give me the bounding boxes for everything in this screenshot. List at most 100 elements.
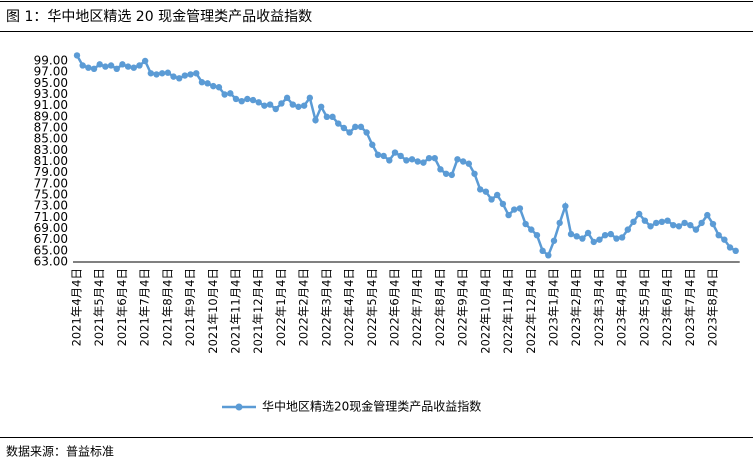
point — [488, 196, 495, 203]
point — [647, 223, 654, 230]
point — [363, 129, 370, 136]
point — [687, 221, 694, 229]
point — [516, 205, 524, 212]
point — [266, 101, 274, 108]
point — [704, 211, 711, 219]
point — [187, 71, 194, 78]
point — [607, 230, 614, 238]
legend-marker — [235, 403, 243, 411]
point — [198, 79, 206, 86]
point — [522, 220, 529, 228]
point — [624, 226, 632, 233]
y-tick-label: 67.00 — [34, 232, 68, 246]
y-tick-label: 85.00 — [34, 132, 68, 146]
point — [124, 63, 132, 70]
legend-label: 华中地区精选20现金管理类产品收益指数 — [262, 399, 481, 414]
x-tick-label: 2022年11月4日 — [501, 268, 515, 354]
point — [158, 70, 166, 77]
y-tick-label: 79.00 — [34, 165, 68, 179]
point — [454, 156, 461, 163]
point — [352, 123, 359, 131]
point — [340, 124, 348, 132]
point — [272, 105, 279, 113]
point — [482, 188, 490, 195]
point — [425, 154, 433, 162]
point — [726, 244, 734, 251]
series-line — [75, 54, 737, 258]
point — [244, 95, 251, 103]
point — [147, 70, 155, 77]
point — [119, 61, 126, 68]
point — [448, 171, 455, 179]
point — [335, 120, 342, 127]
point — [96, 61, 103, 68]
point — [732, 247, 739, 255]
x-tick-label: 2023年3月4日 — [592, 268, 606, 346]
point — [136, 62, 143, 69]
point — [210, 82, 217, 90]
x-tick-label: 2021年4月4日 — [70, 268, 84, 346]
x-tick-label: 2022年6月4日 — [388, 268, 402, 346]
point — [79, 62, 86, 69]
point — [698, 219, 705, 227]
x-tick-label: 2022年7月4日 — [410, 268, 424, 346]
point — [721, 236, 728, 243]
point — [153, 71, 160, 78]
x-tick-label: 2022年4月4日 — [342, 268, 356, 346]
point — [130, 64, 137, 71]
point — [403, 157, 410, 164]
point — [85, 64, 92, 71]
y-tick-label: 95.00 — [34, 76, 68, 90]
point — [635, 210, 643, 218]
x-tick-label: 2021年8月4日 — [160, 268, 174, 346]
point — [181, 72, 189, 79]
point — [386, 157, 393, 164]
point — [215, 84, 223, 91]
point — [601, 232, 609, 239]
x-tick-label: 2022年2月4日 — [297, 268, 311, 346]
point — [533, 232, 541, 239]
y-tick-label: 91.00 — [34, 98, 68, 112]
point — [545, 252, 552, 259]
point — [102, 63, 109, 70]
x-tick-label: 2023年7月4日 — [683, 268, 697, 346]
x-tick-label: 2023年8月4日 — [706, 268, 720, 346]
point — [476, 186, 484, 193]
point — [380, 152, 387, 160]
y-tick-label: 63.00 — [34, 255, 68, 269]
point — [164, 69, 172, 76]
point — [107, 62, 115, 69]
point — [238, 98, 245, 105]
point — [459, 158, 467, 165]
point — [670, 221, 677, 229]
point — [255, 99, 262, 106]
point — [369, 141, 376, 148]
point — [261, 102, 268, 109]
point — [505, 211, 512, 219]
y-tick-label: 99.00 — [34, 54, 68, 68]
x-tick-label: 2021年5月4日 — [92, 268, 106, 346]
point — [539, 247, 546, 255]
point — [176, 75, 183, 82]
x-tick-label: 2023年5月4日 — [637, 268, 651, 346]
point — [323, 113, 331, 121]
point — [653, 219, 660, 227]
point — [141, 57, 149, 65]
y-tick-label: 97.00 — [34, 65, 68, 79]
x-tick-label: 2021年7月4日 — [138, 268, 152, 346]
x-tick-label: 2022年12月4日 — [524, 268, 538, 354]
point — [618, 234, 626, 241]
point — [232, 95, 240, 103]
point — [227, 90, 234, 97]
x-tick-label: 2022年5月4日 — [365, 268, 379, 346]
y-tick-label: 83.00 — [34, 143, 68, 157]
y-tick-label: 89.00 — [34, 109, 68, 123]
y-tick-label: 65.00 — [34, 243, 68, 257]
x-tick-label: 2021年12月4日 — [251, 268, 265, 354]
point — [579, 235, 586, 242]
point — [692, 226, 700, 233]
point — [550, 237, 558, 244]
y-tick-label: 81.00 — [34, 154, 68, 168]
x-tick-label: 2023年4月4日 — [615, 268, 629, 346]
